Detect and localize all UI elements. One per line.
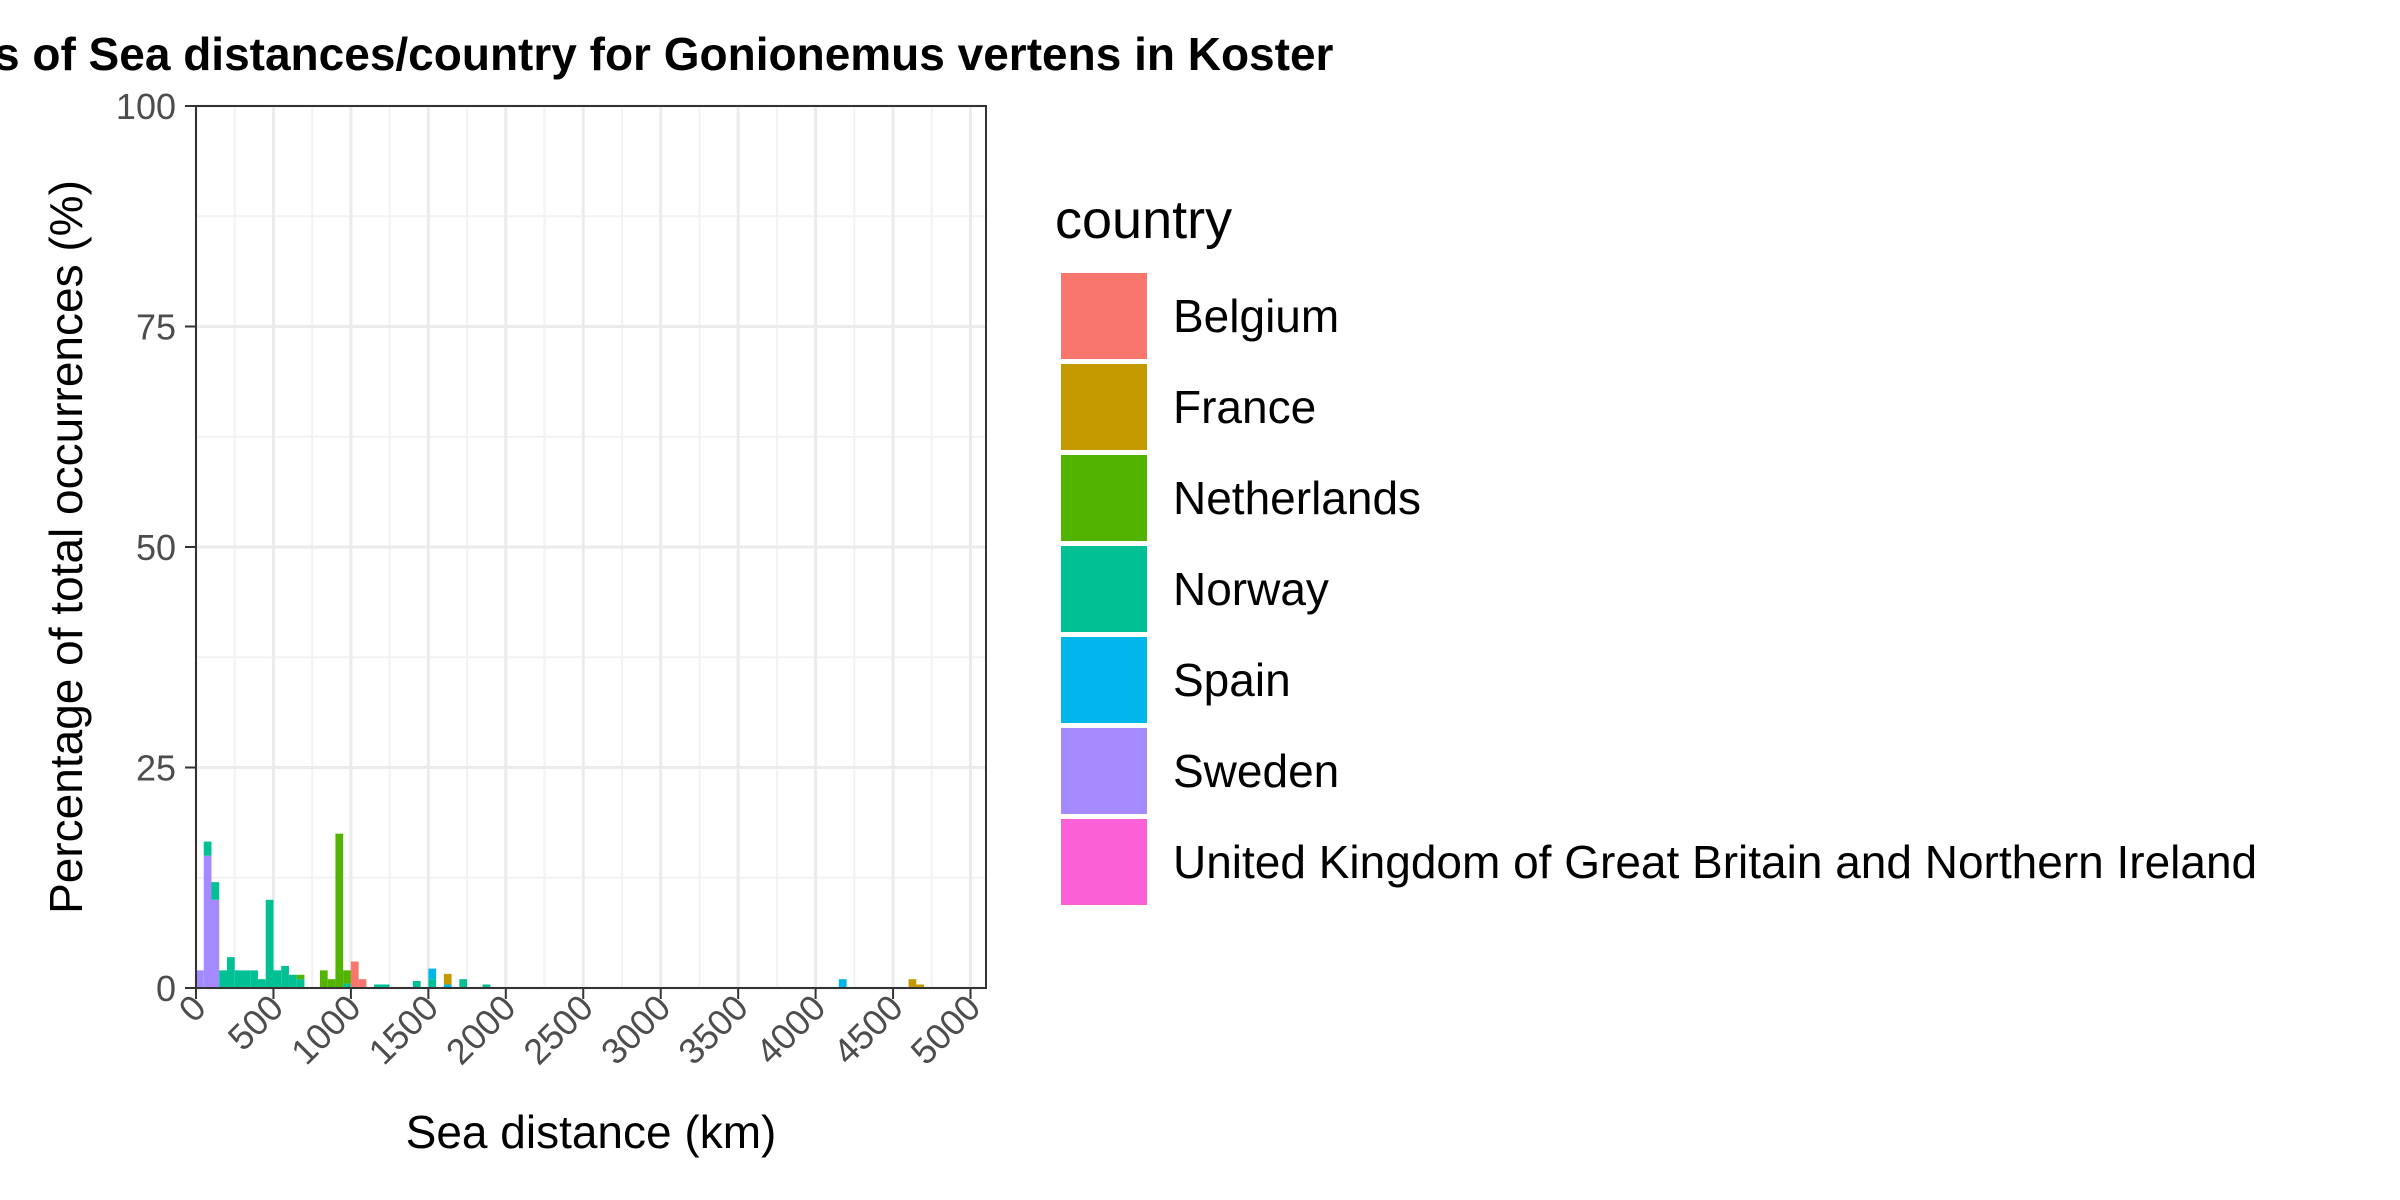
bar-norway [250, 970, 258, 988]
x-tick-label: 3500 [670, 987, 756, 1073]
legend-title: country [1055, 190, 1232, 250]
bars [196, 833, 925, 988]
x-tick-label: 1500 [360, 987, 446, 1073]
legend-key-belgium [1061, 273, 1147, 359]
bar-belgium [358, 979, 367, 988]
bar-norway [381, 984, 390, 988]
x-tick-label: 4000 [748, 987, 834, 1073]
bar-sweden [196, 970, 204, 988]
bar-norway [374, 984, 382, 988]
bar-norway [211, 882, 220, 900]
bar-norway [482, 984, 491, 988]
legend-label-united-kingdom-of-great-britain-and-northern-ireland: United Kingdom of Great Britain and Nort… [1173, 836, 2257, 888]
x-tick-label: 2500 [515, 987, 601, 1073]
y-tick-label: 50 [136, 527, 176, 568]
bar-netherlands [343, 970, 351, 984]
legend-label-netherlands: Netherlands [1173, 472, 1421, 524]
x-tick-label: 5000 [903, 987, 989, 1073]
bar-norway [428, 979, 437, 988]
legend-key-united-kingdom-of-great-britain-and-northern-ireland [1061, 819, 1147, 905]
legend-label-norway: Norway [1173, 563, 1329, 615]
bar-netherlands [335, 833, 344, 988]
bar-norway [226, 957, 235, 988]
legend-label-sweden: Sweden [1173, 745, 1339, 797]
legend-key-spain [1061, 637, 1147, 723]
legend-key-france [1061, 364, 1147, 450]
x-tick-label: 0 [171, 987, 214, 1030]
bar-sweden [203, 855, 212, 988]
y-tick-label: 25 [136, 748, 176, 789]
bar-spain [838, 979, 847, 988]
x-tick-label: 500 [220, 987, 291, 1058]
legend-key-norway [1061, 546, 1147, 632]
bar-norway [242, 970, 251, 988]
bar-netherlands [319, 970, 328, 988]
bar-france [916, 984, 925, 988]
y-axis-title: Percentage of total occurrences (%) [40, 180, 92, 914]
bar-spain [443, 984, 452, 988]
bar-netherlands [327, 979, 336, 988]
bar-norway [257, 979, 266, 988]
bar-spain [428, 968, 437, 980]
y-tick-label: 100 [116, 86, 176, 127]
bar-norway [265, 899, 274, 988]
bar-belgium [350, 961, 359, 988]
bar-norway [219, 970, 227, 988]
x-tick-label: 3000 [593, 987, 679, 1073]
bar-norway [203, 841, 212, 856]
bar-sweden [211, 899, 220, 988]
bar-norway [412, 980, 421, 988]
y-tick-label: 0 [156, 968, 176, 1009]
y-tick-label: 75 [136, 307, 176, 348]
chart-title: s of Sea distances/country for Gonionemu… [0, 28, 1334, 80]
legend-key-sweden [1061, 728, 1147, 814]
x-tick-label: 2000 [438, 987, 524, 1073]
legend: country Belgium France Netherlands Norway Sp… [1055, 190, 2257, 905]
bar-france [443, 973, 452, 985]
x-tick-label: 1000 [283, 987, 369, 1073]
legend-label-spain: Spain [1173, 654, 1291, 706]
bar-norway [234, 970, 243, 988]
x-axis-title: Sea distance (km) [406, 1106, 777, 1158]
bar-norway [296, 979, 305, 988]
legend-key-netherlands [1061, 455, 1147, 541]
bar-norway [288, 974, 297, 988]
bar-netherlands [296, 974, 305, 980]
legend-label-belgium: Belgium [1173, 290, 1339, 342]
bar-norway [281, 965, 289, 988]
bar-france [908, 979, 917, 988]
bar-norway [343, 983, 351, 988]
bar-norway [273, 970, 282, 988]
bar-norway [459, 979, 468, 988]
legend-label-france: France [1173, 381, 1316, 433]
x-tick-label: 4500 [825, 987, 911, 1073]
